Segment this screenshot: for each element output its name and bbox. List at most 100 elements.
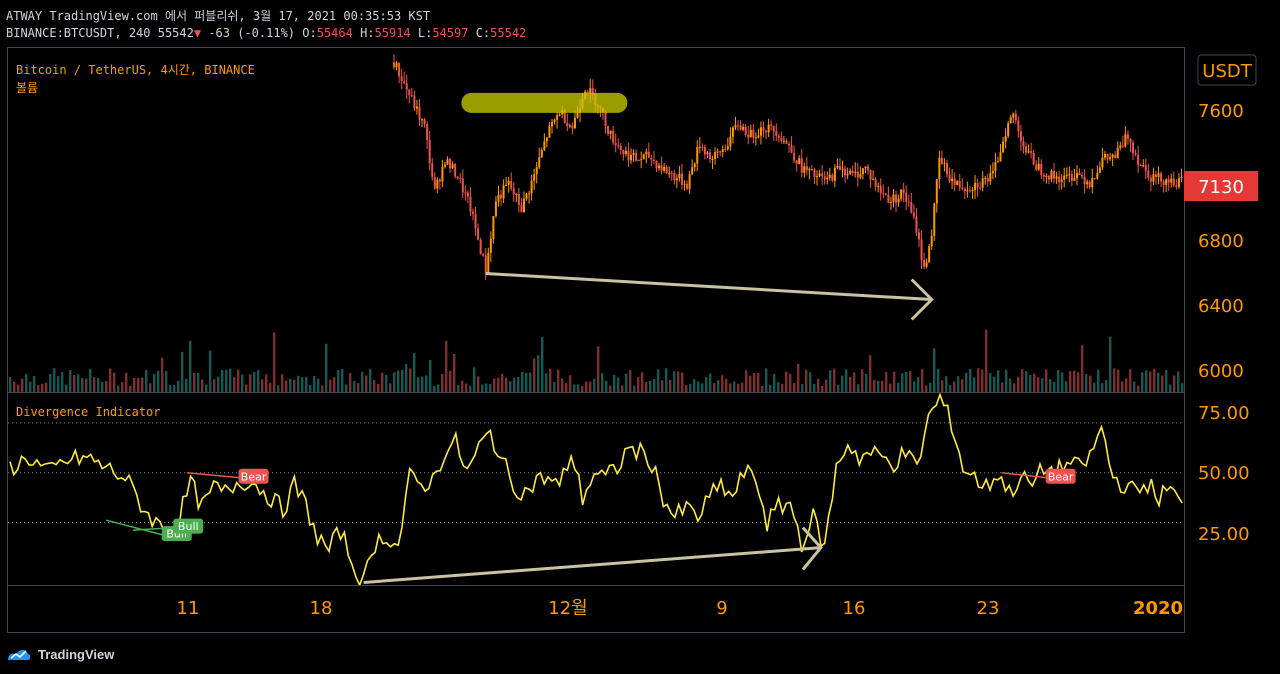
candle-body: [803, 166, 806, 173]
price-chart[interactable]: [8, 48, 1184, 392]
volume-bar: [205, 384, 208, 392]
candle-body: [543, 141, 546, 150]
candle-body: [530, 180, 533, 194]
candle-body: [573, 117, 576, 129]
candle-body: [933, 203, 936, 236]
volume-bar: [861, 369, 864, 392]
candle-body: [966, 190, 969, 192]
price-axis[interactable]: USDT 6000 6400 6800 7600 7130 25.00 50.00 75.00: [1184, 47, 1280, 586]
volume-bar: [369, 368, 372, 392]
volume-bar: [941, 380, 944, 392]
volume-bar: [465, 383, 468, 392]
candle-body: [1091, 177, 1094, 188]
candle-body: [1007, 123, 1010, 137]
volume-bar: [49, 373, 52, 392]
volume-bar: [881, 380, 884, 392]
candle-body: [808, 168, 811, 171]
volume-bar: [85, 378, 88, 392]
candle-body: [1160, 173, 1163, 182]
candle-body: [1086, 181, 1089, 185]
volume-bar: [301, 377, 304, 392]
volume-bar: [325, 343, 328, 392]
volume-bar: [433, 385, 436, 392]
candle-body: [433, 177, 436, 189]
candle-body: [910, 202, 913, 213]
candle-body: [500, 194, 503, 199]
volume-bar: [17, 384, 20, 392]
volume-bar: [949, 385, 952, 392]
candle-body: [1070, 174, 1073, 181]
indicator-pane[interactable]: Bull Bull Bear Bear: [7, 392, 1185, 588]
volume-bar: [985, 329, 988, 392]
volume-bar: [1041, 378, 1044, 392]
volume-bar: [113, 372, 116, 392]
volume-bar: [685, 385, 688, 392]
candle-body: [895, 194, 898, 203]
volume-bar: [457, 384, 460, 392]
candle-body: [856, 171, 859, 178]
open-value: 55464: [316, 26, 353, 40]
candle-body: [484, 255, 487, 274]
volume-bar: [13, 381, 16, 392]
volume-bar: [1001, 382, 1004, 392]
volume-bar: [1089, 375, 1092, 392]
volume-bar: [461, 380, 464, 392]
volume-bar: [1017, 376, 1020, 392]
volume-bar: [277, 385, 280, 392]
tradingview-brand[interactable]: TradingView: [6, 644, 114, 664]
volume-bar: [849, 376, 852, 392]
candle-body: [917, 232, 920, 240]
candle-body: [624, 150, 627, 154]
candle-body: [744, 126, 747, 135]
volume-bar: [1097, 369, 1100, 392]
volume-bar: [37, 385, 40, 392]
volume-bar: [245, 384, 248, 392]
currency-button[interactable]: USDT: [1197, 54, 1257, 86]
candle-body: [413, 95, 416, 109]
volume-bar: [493, 378, 496, 392]
current-price-badge: 7130: [1184, 171, 1258, 201]
candle-body: [981, 178, 984, 188]
candle-body: [724, 149, 727, 151]
candle-body: [515, 193, 518, 195]
volume-bar: [709, 373, 712, 392]
bear-label-box: [238, 468, 269, 484]
volume-bar: [309, 384, 312, 392]
candle-body: [1124, 134, 1127, 147]
candle-body: [691, 167, 694, 175]
price-tick-label: 6000: [1198, 361, 1244, 382]
candle-body: [451, 164, 454, 169]
volume-bar: [657, 369, 660, 392]
candle-body: [612, 130, 615, 143]
current-price-text: 7130: [1198, 177, 1244, 198]
indicator-tick-label: 25.00: [1198, 524, 1250, 545]
volume-bar: [101, 381, 104, 392]
time-axis-labels: 11 18 12월 9 16 23 2020: [177, 598, 1184, 619]
volume-bar: [81, 377, 84, 392]
volume-bar: [329, 379, 332, 392]
time-axis[interactable]: 11 18 12월 9 16 23 2020: [7, 585, 1185, 633]
candle-body: [1101, 157, 1104, 168]
candle-body: [673, 173, 676, 181]
volume-bar: [57, 376, 60, 392]
bear-divergence-line: [186, 472, 241, 479]
volume-bar: [821, 385, 824, 392]
candle-body: [1144, 165, 1147, 171]
candle-body: [1154, 174, 1157, 177]
volume-bar: [505, 377, 508, 392]
volume-bar: [321, 385, 324, 392]
volume-bar: [925, 385, 928, 392]
volume-bar: [993, 376, 996, 392]
candle-body: [872, 179, 875, 181]
price-pane[interactable]: [7, 47, 1185, 393]
indicator-tick-label: 50.00: [1198, 463, 1250, 484]
candle-body: [487, 252, 490, 274]
volume-bar: [773, 374, 776, 392]
candle-body: [752, 129, 755, 138]
candle-body: [1167, 179, 1170, 183]
volume-bar: [429, 359, 432, 392]
ohlc-legend: BINANCE:BTCUSDT, 240 55542▼ -63 (-0.11%)…: [6, 26, 526, 40]
candle-body: [680, 173, 683, 185]
candle-body: [813, 169, 816, 177]
